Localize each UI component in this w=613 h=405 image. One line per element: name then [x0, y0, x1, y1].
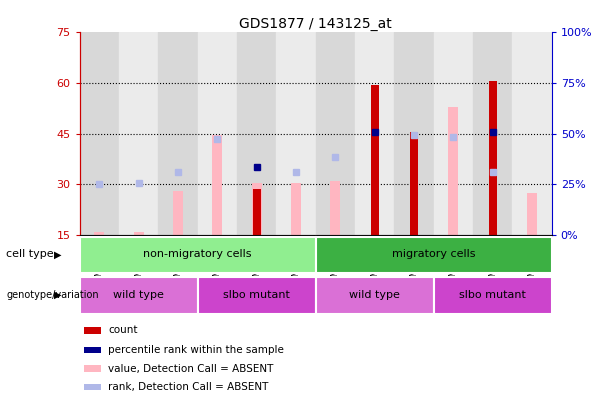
Bar [213, 135, 223, 235]
Bar [252, 183, 262, 235]
Bar [316, 277, 434, 314]
Text: rank, Detection Call = ABSENT: rank, Detection Call = ABSENT [108, 382, 268, 392]
Bar [158, 32, 198, 235]
Bar [473, 32, 512, 235]
Text: cell type: cell type [6, 249, 54, 259]
Bar [394, 32, 434, 235]
Bar [85, 347, 101, 353]
Bar [434, 277, 552, 314]
Text: migratory cells: migratory cells [392, 249, 476, 259]
Bar [119, 32, 158, 235]
Bar [173, 191, 183, 235]
Bar [512, 32, 552, 235]
Text: ▶: ▶ [54, 249, 61, 259]
Bar [371, 85, 379, 235]
Text: value, Detection Call = ABSENT: value, Detection Call = ABSENT [108, 364, 273, 373]
Text: slbo mutant: slbo mutant [223, 290, 290, 300]
Bar [197, 32, 237, 235]
Bar [410, 132, 418, 235]
Bar [253, 190, 261, 235]
Bar [434, 32, 473, 235]
Bar [237, 32, 276, 235]
Title: GDS1877 / 143125_at: GDS1877 / 143125_at [239, 17, 392, 31]
Bar [80, 32, 119, 235]
Text: percentile rank within the sample: percentile rank within the sample [108, 345, 284, 355]
Bar [197, 277, 316, 314]
Text: ▶: ▶ [54, 290, 61, 300]
Bar [276, 32, 316, 235]
Text: slbo mutant: slbo mutant [459, 290, 526, 300]
Bar [330, 181, 340, 235]
Bar [80, 237, 316, 273]
Bar [355, 32, 394, 235]
Text: count: count [108, 326, 137, 335]
Bar [85, 384, 101, 390]
Bar [94, 232, 104, 235]
Text: wild type: wild type [349, 290, 400, 300]
Bar [291, 183, 301, 235]
Bar [489, 81, 497, 235]
Text: wild type: wild type [113, 290, 164, 300]
Text: non-migratory cells: non-migratory cells [143, 249, 252, 259]
Bar [85, 365, 101, 372]
Bar [316, 32, 355, 235]
Text: genotype/variation: genotype/variation [6, 290, 99, 300]
Bar [316, 237, 552, 273]
Bar [80, 277, 197, 314]
Bar [527, 193, 537, 235]
Bar [85, 327, 101, 334]
Bar [449, 107, 459, 235]
Bar [134, 232, 143, 235]
